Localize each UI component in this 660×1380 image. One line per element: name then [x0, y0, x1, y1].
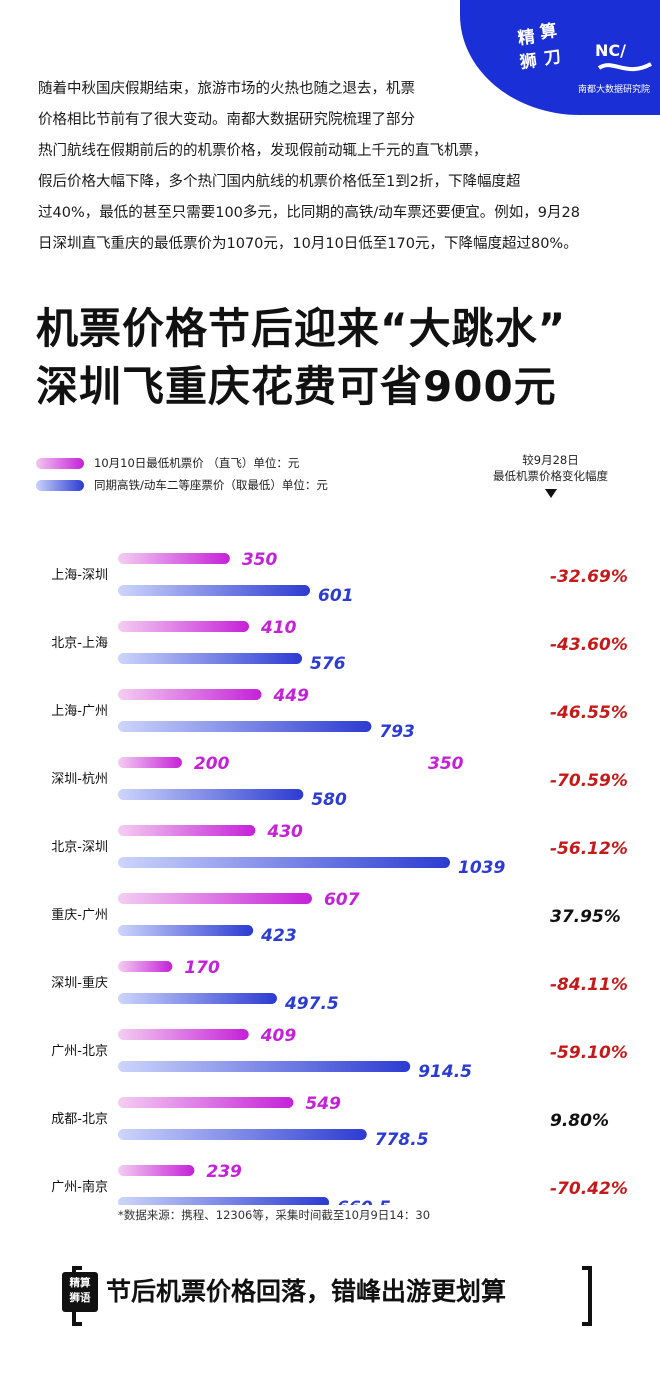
data-label-air: 549 — [305, 1094, 341, 1114]
change-value: -70.42% — [550, 1179, 628, 1199]
intro-line-4: 假后价格大幅下降，多个热门国内航线的机票价格低至1到2折，下降幅度超 — [38, 174, 521, 190]
category-label: 深圳-杭州 — [51, 772, 108, 787]
extra-annotation: 350 — [428, 754, 464, 774]
seal-line-2: 狮语 — [69, 1292, 91, 1304]
mascot-char-4: 刀 — [542, 46, 564, 70]
bar-rail — [118, 585, 311, 596]
change-value: -32.69% — [550, 567, 628, 587]
data-label-air: 350 — [242, 550, 278, 570]
category-label: 北京-深圳 — [51, 840, 108, 855]
category-label: 深圳-重庆 — [51, 975, 108, 991]
bar-rail — [118, 993, 277, 1004]
data-label-air: 239 — [206, 1162, 242, 1182]
svg-text:NC/: NC/ — [595, 41, 626, 60]
data-label-air: 409 — [260, 1026, 297, 1046]
intro-line-3: 热门航线在假期前后的的机票价格，发现假前动辄上千元的直飞机票， — [38, 143, 488, 159]
legend-label-air: 10月10日最低机票价 （直飞）单位：元 — [94, 456, 300, 470]
change-header-line-2: 最低机票价格变化幅度 — [493, 469, 608, 483]
data-label-rail: 793 — [379, 722, 415, 742]
bar-air — [118, 893, 312, 904]
bar-rail — [118, 1061, 411, 1072]
data-label-rail: 576 — [310, 654, 346, 674]
bar-rail — [118, 653, 303, 664]
bar-air — [118, 1029, 249, 1040]
change-value: 37.95% — [550, 907, 621, 927]
footer-tagline: 精算 狮语 节后机票价格回落，错峰出游更划算 — [62, 1262, 592, 1332]
bar-air — [118, 1165, 195, 1176]
data-label-air: 607 — [324, 890, 360, 910]
category-label: 上海-深圳 — [51, 568, 108, 583]
change-value: -56.12% — [550, 839, 628, 859]
data-label-rail: 601 — [318, 586, 354, 606]
data-label-air: 410 — [260, 618, 297, 638]
data-label-rail: 1039 — [458, 858, 505, 878]
headline-line-1: 机票价格节后迎来“大跳水” — [36, 304, 567, 353]
data-label-air: 200 — [194, 754, 230, 774]
seal-line-1: 精算 — [69, 1277, 91, 1289]
data-label-rail: 914.5 — [418, 1062, 472, 1082]
data-label-rail: 423 — [260, 926, 297, 946]
change-value: 9.80% — [550, 1111, 609, 1131]
bar-rail — [118, 789, 304, 800]
category-label: 广州-北京 — [51, 1044, 108, 1059]
data-label-air: 430 — [266, 822, 303, 842]
legend-swatch-rail — [36, 479, 84, 491]
bar-rail — [118, 925, 254, 936]
headline: 机票价格节后迎来“大跳水” 深圳飞重庆花费可省900元 — [36, 300, 636, 416]
chart-legend: 10月10日最低机票价 （直飞）单位：元 同期高铁/动车二等座票价（取最低）单位… — [36, 452, 328, 496]
legend-swatch-air — [36, 457, 84, 469]
mascot-char-3: 狮 — [518, 50, 540, 74]
bar-rail — [118, 1197, 330, 1205]
bar-air — [118, 825, 256, 836]
intro-line-1: 随着中秋国庆假期结束，旅游市场的火热也随之退去，机票 — [38, 81, 415, 97]
data-label-air: 170 — [184, 958, 220, 978]
bar-air — [118, 689, 262, 700]
legend-label-rail: 同期高铁/动车二等座票价（取最低）单位：元 — [94, 478, 328, 492]
mascot-char-1: 精 — [516, 26, 538, 50]
category-label: 重庆-广州 — [51, 907, 108, 923]
legend-item-rail: 同期高铁/动车二等座票价（取最低）单位：元 — [36, 474, 328, 496]
bar-air — [118, 1097, 294, 1108]
category-label: 上海-广州 — [51, 704, 108, 719]
intro-paragraph: 随着中秋国庆假期结束，旅游市场的火热也随之退去，机票 价格相比节前有了很大变动。… — [38, 74, 623, 260]
data-label-rail: 660.5 — [337, 1198, 391, 1205]
category-label: 成都-北京 — [51, 1112, 108, 1127]
bar-rail — [118, 857, 450, 868]
data-label-rail: 497.5 — [284, 994, 339, 1014]
org-name: 南都大数据研究院 — [577, 85, 650, 95]
change-value: -84.11% — [550, 975, 628, 995]
mascot-char-2: 算 — [538, 20, 560, 44]
intro-line-6: 日深圳直飞重庆的最低票价为1070元，10月10日低至170元，下降幅度超过80… — [38, 236, 578, 252]
change-header-line-1: 较9月28日 — [522, 453, 579, 467]
change-column-header: 较9月28日 最低机票价格变化幅度 — [493, 452, 608, 498]
intro-line-5: 过40%，最低的甚至只需要100多元，比同期的高铁/动车票还要便宜。例如，9月2… — [38, 205, 580, 221]
bracket-right — [582, 1266, 592, 1326]
org-logo-icon: NC/ — [595, 41, 652, 72]
change-value: -43.60% — [550, 635, 628, 655]
category-label: 广州-南京 — [51, 1179, 108, 1195]
change-value: -70.59% — [550, 771, 628, 791]
data-label-rail: 778.5 — [375, 1130, 429, 1150]
data-source-note: *数据来源：携程、12306等，采集时间截至10月9日14：30 — [118, 1208, 431, 1222]
down-triangle-icon — [544, 489, 557, 498]
price-bar-chart: 上海-深圳 350 601 -32.69% 北京-上海 410 576 -43.60% 上海-广… — [51, 550, 628, 1205]
category-label: 北京-上海 — [51, 636, 108, 651]
headline-line-2: 深圳飞重庆花费可省900元 — [36, 362, 557, 411]
footer-text: 节后机票价格回落，错峰出游更划算 — [106, 1277, 507, 1306]
bar-air — [118, 961, 173, 972]
bar-rail — [118, 721, 372, 732]
intro-line-2: 价格相比节前有了很大变动。南都大数据研究院梳理了部分 — [38, 112, 415, 128]
legend-item-air: 10月10日最低机票价 （直飞）单位：元 — [36, 452, 328, 474]
change-value: -46.55% — [550, 703, 628, 723]
bar-air — [118, 757, 182, 768]
seal-logo: 精算 狮语 — [62, 1272, 98, 1312]
data-label-air: 449 — [272, 686, 309, 706]
change-value: -59.10% — [550, 1043, 628, 1063]
bar-air — [118, 553, 230, 564]
data-label-rail: 580 — [311, 790, 347, 810]
bar-rail — [118, 1129, 367, 1140]
bar-air — [118, 621, 250, 632]
